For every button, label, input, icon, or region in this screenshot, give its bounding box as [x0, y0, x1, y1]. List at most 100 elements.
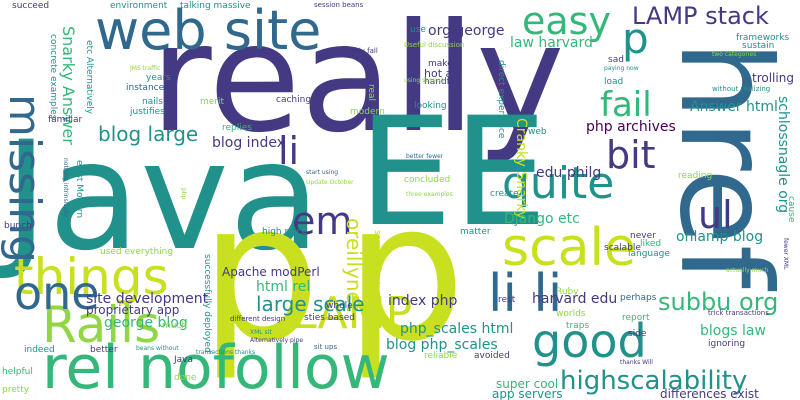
word-different-design: different design [230, 315, 286, 323]
word-used-everything: used everything [100, 247, 174, 257]
word-ruby: Ruby [556, 287, 579, 297]
word-differences-exist: differences exist [660, 387, 759, 400]
word-good: good [532, 314, 647, 368]
word-easy: easy [522, 0, 611, 43]
word-pretty: pretty [2, 385, 30, 395]
word-environment: environment [110, 1, 168, 11]
word-sustain: sustain [742, 41, 775, 51]
word-bunch: bunch [4, 221, 32, 231]
word-quite: quite [502, 158, 615, 209]
word-fail: fail [600, 85, 652, 125]
word-href: href [652, 40, 797, 289]
word-p-medium: p [622, 14, 649, 63]
word-rails: Rails [42, 296, 161, 354]
word-worlds: worlds [556, 309, 586, 319]
word-missing: missing [0, 94, 50, 263]
word-update-october: Update October [306, 179, 354, 186]
word-replies: replies [222, 123, 252, 133]
word-helpful: helpful [2, 367, 33, 377]
word-sit-ups: sit ups [314, 343, 338, 351]
word-em: em [292, 199, 353, 243]
word-app-servers: app servers [492, 387, 563, 400]
word-instance: instance [126, 83, 165, 93]
word-better-fewer: better fewer [406, 153, 444, 160]
word-index-php: index php [388, 293, 458, 309]
word-answer-html: Answer html [690, 99, 778, 115]
word-fewer-xml: fewer XML [782, 238, 789, 270]
word-whole: whole [326, 301, 353, 311]
word-much: much [162, 321, 188, 331]
word-real: real [366, 84, 376, 102]
word-php-archives: php archives [586, 119, 676, 135]
word-blog-php-scales: blog php_scales [386, 337, 498, 353]
word-super-cool: super cool [496, 377, 559, 391]
word-something-super: something super [372, 230, 382, 306]
word-perhaps: perhaps [620, 293, 657, 303]
word-large-scale: large scale [256, 292, 365, 316]
word-reading: reading [678, 171, 713, 181]
word-frameworks: frameworks [736, 33, 790, 43]
word-bit: bit [606, 133, 656, 177]
word-nails: nails [142, 97, 163, 107]
word-modern: modern [350, 107, 385, 117]
word-years: years [146, 73, 171, 83]
word-ignoring: ignoring [708, 339, 746, 349]
word-alternatively-pipe: Alternatively pipe [250, 337, 304, 344]
word-xml-sit: XML sit [250, 329, 272, 336]
word-snarky-answer: Snarky Answer [59, 26, 78, 145]
word-rest: rest [498, 295, 516, 305]
word-direct-experience: direct experience [496, 60, 506, 139]
word-java-small: Java [174, 355, 194, 365]
word-law-harvard: law harvard [510, 35, 593, 51]
word-li-li: li li [488, 264, 563, 324]
word-ee: EE [358, 86, 548, 260]
word-trolling: trolling [752, 71, 794, 85]
word-really: really [150, 0, 565, 166]
word-java: Java [4, 110, 321, 284]
word-better: better [90, 345, 118, 355]
word-concluded: concluded [404, 175, 451, 185]
word-paying-now: paying now [604, 65, 639, 72]
word-concrete-examples: concrete examples [48, 34, 58, 120]
word-succeed: succeed [12, 1, 50, 11]
word-trick-transactions: trick transactions [708, 309, 769, 317]
word-p-large-1: p [200, 162, 321, 383]
word-use: use [410, 25, 426, 35]
word-indeed: indeed [24, 345, 55, 355]
word-sties-based: sties based [304, 313, 355, 323]
word-traps: traps [566, 321, 590, 331]
word-etc-alternatively: etc Alternatively [84, 40, 94, 115]
word-blogs-law: blogs law [700, 323, 766, 339]
word-php-small: php [180, 188, 187, 200]
word-never: never [630, 231, 656, 241]
word-justifies: justifies [130, 107, 165, 117]
word-scalable: scalable [604, 243, 641, 253]
word-liked: liked [640, 239, 662, 249]
word-cranky-snarky: Cranky Snarky [513, 118, 529, 220]
word-matter: matter [460, 227, 491, 237]
word-avoided: avoided [474, 351, 510, 361]
word-two-categories: two categories [712, 51, 757, 58]
word-high-price: high price [262, 227, 307, 237]
word-merit: merit [200, 97, 225, 107]
word-html-rel: html rel [256, 279, 311, 295]
word-exist-modern: exist Modern [74, 160, 84, 219]
word-one: one [14, 266, 100, 320]
word-handful: handful [424, 77, 459, 87]
word-create: create [490, 189, 519, 199]
word-hot-air: hot air [424, 67, 460, 80]
word-subbu-org: subbu org [658, 288, 779, 316]
word-p-large-2: p [345, 162, 466, 383]
word-without-realizing: without realizing [712, 85, 771, 93]
word-schlossnagle-org: schlossnagle org [775, 96, 791, 214]
word-li: li [278, 129, 300, 173]
word-apache-modperl: Apache modPerl [222, 265, 320, 279]
word-report: report [622, 313, 650, 323]
word-actually-much: actually much [726, 267, 769, 274]
word-scale: scale [502, 218, 636, 278]
word-language: language [628, 249, 670, 259]
word-django-etc: Django etc [504, 211, 580, 227]
word-caching: caching [276, 95, 312, 105]
word-onlamp-blog: onlamp blog [676, 229, 764, 245]
